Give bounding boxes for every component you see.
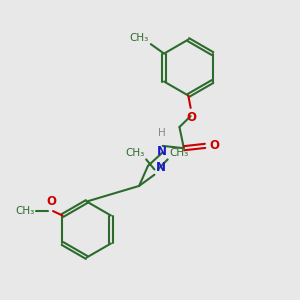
Text: N: N (157, 145, 166, 158)
Text: CH₃: CH₃ (125, 148, 145, 158)
Text: CH₃: CH₃ (169, 148, 188, 158)
Text: CH₃: CH₃ (129, 33, 148, 43)
Text: N: N (156, 160, 166, 174)
Text: CH₃: CH₃ (15, 206, 34, 216)
Text: H: H (158, 128, 165, 138)
Text: O: O (46, 195, 57, 208)
Text: O: O (186, 111, 196, 124)
Text: O: O (209, 140, 219, 152)
